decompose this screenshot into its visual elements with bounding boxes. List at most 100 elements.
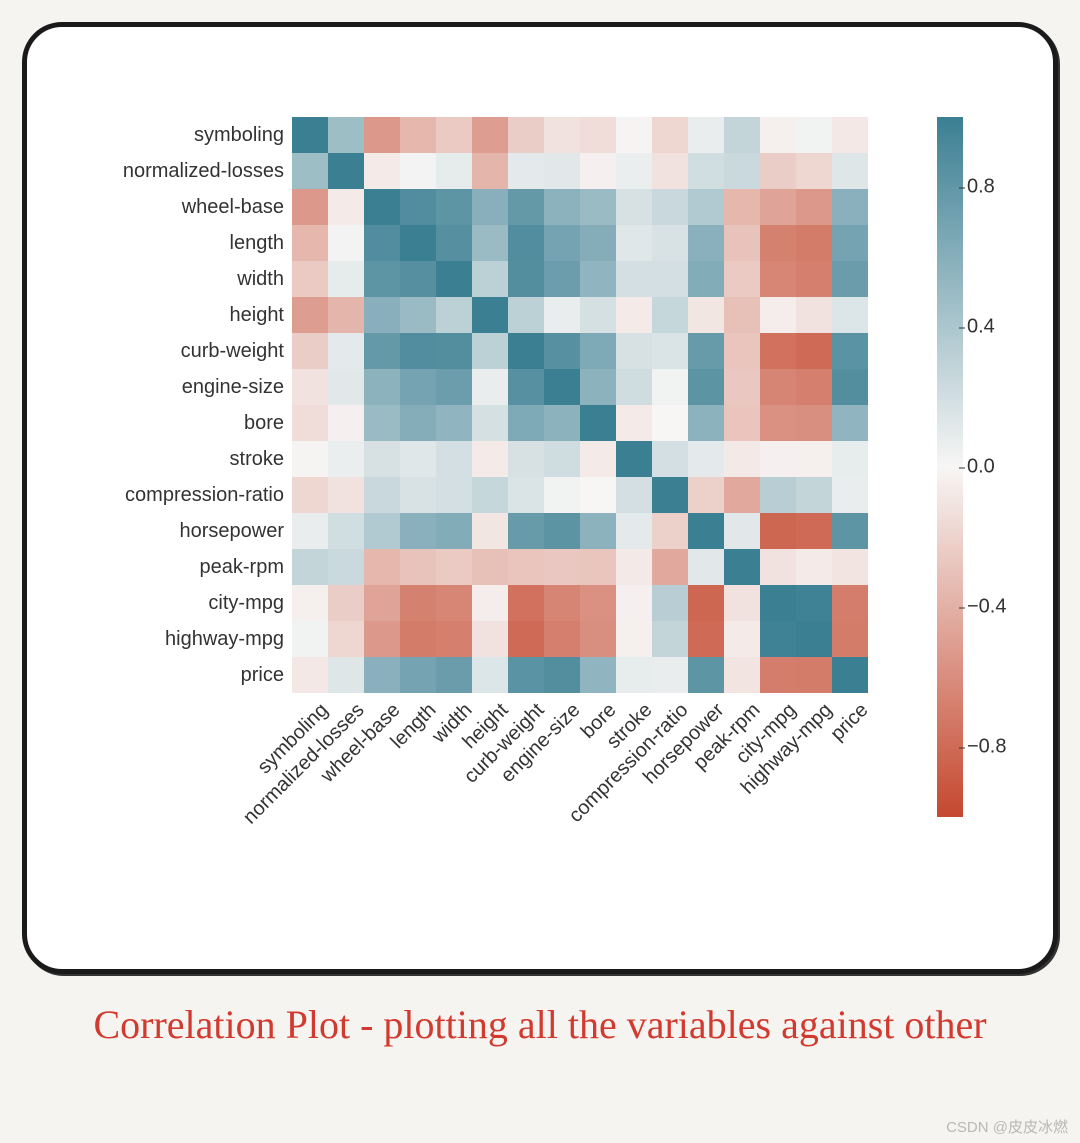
x-label-slot: curb-weight <box>508 693 544 893</box>
heatmap-cell <box>472 585 508 621</box>
heatmap-cell <box>400 117 436 153</box>
heatmap-cell <box>616 621 652 657</box>
heatmap-cell <box>688 369 724 405</box>
heatmap-cell <box>796 333 832 369</box>
heatmap-cell <box>724 225 760 261</box>
heatmap-cell <box>832 117 868 153</box>
heatmap-cell <box>724 621 760 657</box>
heatmap-cell <box>580 333 616 369</box>
heatmap-cell <box>328 117 364 153</box>
heatmap-cell <box>508 657 544 693</box>
heatmap-cell <box>328 405 364 441</box>
heatmap-cell <box>544 117 580 153</box>
heatmap-cell <box>616 657 652 693</box>
heatmap-cell <box>796 513 832 549</box>
heatmap-cell <box>760 585 796 621</box>
heatmap-cell <box>688 585 724 621</box>
heatmap-cell <box>580 441 616 477</box>
heatmap-cell <box>400 513 436 549</box>
heatmap-cell <box>652 261 688 297</box>
heatmap-cell <box>616 477 652 513</box>
heatmap-cell <box>652 225 688 261</box>
heatmap-cell <box>580 261 616 297</box>
heatmap-cell <box>652 657 688 693</box>
heatmap-cell <box>544 549 580 585</box>
heatmap-cell <box>328 369 364 405</box>
heatmap-cell <box>508 225 544 261</box>
heatmap-cell <box>292 549 328 585</box>
heatmap-cell <box>652 621 688 657</box>
x-label-slot: length <box>400 693 436 893</box>
heatmap-cell <box>436 657 472 693</box>
heatmap-cell <box>760 513 796 549</box>
heatmap-cell <box>508 585 544 621</box>
heatmap-cell <box>508 477 544 513</box>
heatmap-cell <box>436 369 472 405</box>
heatmap-cell <box>652 549 688 585</box>
heatmap-cell <box>580 513 616 549</box>
y-label: height <box>67 297 292 333</box>
heatmap-cell <box>616 153 652 189</box>
heatmap-cell <box>364 369 400 405</box>
heatmap-cell <box>688 225 724 261</box>
colorbar-tick: −0.8 <box>967 736 1006 759</box>
heatmap-cell <box>472 117 508 153</box>
heatmap-cell <box>616 405 652 441</box>
heatmap-cell <box>760 297 796 333</box>
heatmap-cell <box>832 225 868 261</box>
heatmap-cell <box>472 261 508 297</box>
heatmap-cell <box>508 441 544 477</box>
heatmap-cell <box>328 333 364 369</box>
heatmap-cell <box>580 225 616 261</box>
heatmap-cell <box>436 405 472 441</box>
heatmap-cell <box>760 477 796 513</box>
heatmap-cell <box>688 189 724 225</box>
heatmap-cell <box>364 261 400 297</box>
heatmap-cell <box>436 225 472 261</box>
heatmap-cell <box>796 657 832 693</box>
heatmap-cell <box>616 369 652 405</box>
heatmap-cell <box>724 261 760 297</box>
heatmap-cell <box>652 513 688 549</box>
heatmap-cell <box>760 189 796 225</box>
heatmap-cell <box>652 441 688 477</box>
heatmap-cell <box>436 189 472 225</box>
x-label-slot: stroke <box>616 693 652 893</box>
heatmap-cell <box>796 297 832 333</box>
heatmap-cell <box>796 117 832 153</box>
x-label-slot: highway-mpg <box>796 693 832 893</box>
y-label: price <box>67 657 292 693</box>
heatmap-cell <box>580 297 616 333</box>
heatmap-cell <box>580 657 616 693</box>
heatmap-cell <box>796 405 832 441</box>
heatmap-cell <box>832 189 868 225</box>
y-label: symboling <box>67 117 292 153</box>
heatmap-cell <box>400 189 436 225</box>
heatmap-cell <box>472 189 508 225</box>
heatmap-cell <box>544 153 580 189</box>
heatmap-cell <box>328 189 364 225</box>
heatmap-cell <box>436 549 472 585</box>
heatmap-cell <box>796 585 832 621</box>
heatmap-cell <box>292 585 328 621</box>
heatmap-cell <box>544 441 580 477</box>
heatmap-cell <box>832 261 868 297</box>
heatmap-cell <box>508 369 544 405</box>
heatmap-cell <box>328 225 364 261</box>
heatmap-cell <box>616 441 652 477</box>
heatmap-cell <box>508 297 544 333</box>
heatmap-cell <box>292 117 328 153</box>
heatmap-cell <box>724 513 760 549</box>
heatmap-cell <box>544 585 580 621</box>
x-label: price <box>827 699 874 746</box>
heatmap-cell <box>724 657 760 693</box>
heatmap-cell <box>400 261 436 297</box>
heatmap-cell <box>508 513 544 549</box>
heatmap-cell <box>832 513 868 549</box>
heatmap-cell <box>292 405 328 441</box>
chart-frame: symbolingnormalized-losseswheel-baseleng… <box>22 22 1058 974</box>
heatmap-cell <box>328 441 364 477</box>
heatmap-cell <box>328 657 364 693</box>
heatmap-cell <box>328 621 364 657</box>
heatmap-cell <box>400 657 436 693</box>
